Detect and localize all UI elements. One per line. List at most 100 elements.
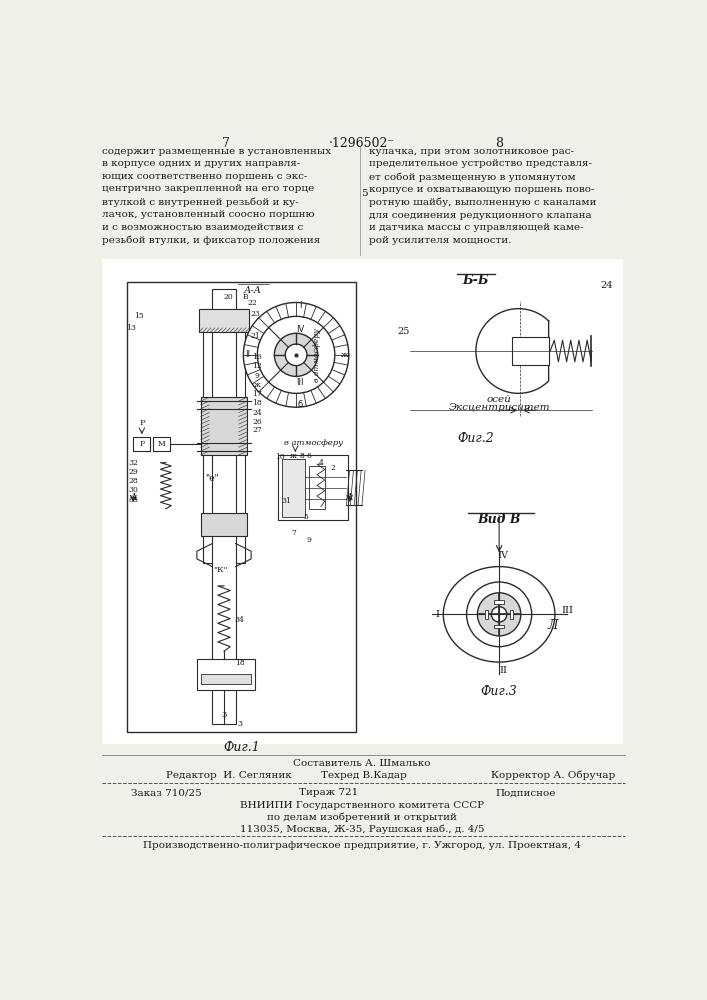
Text: в атмосферу: в атмосферу [284,439,343,447]
Text: 21: 21 [250,332,260,340]
Bar [203,309,245,563]
Text: 7: 7 [291,529,296,537]
Text: Редактор  И. Сегляник: Редактор И. Сегляник [166,771,291,780]
Bar [201,397,247,455]
Text: 2: 2 [330,464,335,472]
Text: б: б [298,400,303,409]
Text: ж: ж [254,381,261,389]
Text: III: III [296,378,304,387]
Text: 18: 18 [252,399,262,407]
Text: M: M [158,440,165,448]
Bar [513,337,549,365]
Text: содержит размещенные в установленных
в корпусе одних и других направля-
ющих соо: содержит размещенные в установленных в к… [103,147,332,245]
Text: 8: 8 [299,452,304,460]
Text: IV: IV [296,325,304,334]
Text: 33: 33 [129,496,139,504]
Text: 16: 16 [252,353,262,361]
Text: Тираж 721: Тираж 721 [299,788,358,797]
Text: 7: 7 [221,137,230,150]
Text: II: II [245,350,250,359]
Text: 13: 13 [126,324,136,332]
Text: 4: 4 [318,459,323,467]
Text: Корректор А. Обручар: Корректор А. Обручар [491,771,616,780]
Circle shape [274,333,317,376]
Bar [485,610,489,619]
Text: 6: 6 [307,452,312,460]
Text: 5: 5 [361,189,368,198]
Text: А-А: А-А [244,286,262,295]
Text: A: A [346,493,354,502]
Text: 15: 15 [134,312,144,320]
Bar [134,437,151,451]
Text: "е": "е" [206,474,219,483]
Bar [279,455,348,520]
Text: Л: Л [547,619,558,632]
Text: по делам изобретений и открытий: по делам изобретений и открытий [267,813,457,822]
Text: Фиг.2: Фиг.2 [457,432,494,445]
Text: P: P [139,419,145,427]
Bar [201,513,247,536]
Text: ж: ж [341,351,349,359]
Bar [282,459,305,517]
Text: 26: 26 [252,418,262,426]
Text: 10: 10 [275,453,285,461]
Bar [309,466,325,509]
Text: 24: 24 [252,409,262,417]
Text: IV: IV [498,551,508,560]
Text: Подписное: Подписное [495,788,556,797]
Text: 8: 8 [495,137,503,150]
Text: кулачка, при этом золотниковое рас-
пределительное устройство представля-
ет соб: кулачка, при этом золотниковое рас- пред… [369,147,596,245]
Bar [494,625,504,628]
Bar [153,437,170,451]
Text: Составитель А. Шмалько: Составитель А. Шмалько [293,759,431,768]
Bar [212,289,235,724]
Text: A: A [129,493,137,502]
Text: Фиг.3: Фиг.3 [481,685,518,698]
Text: ·1296502⁻: ·1296502⁻ [329,137,395,150]
Circle shape [285,344,307,366]
Text: 3: 3 [237,720,242,728]
Bar [127,282,356,732]
Text: Фиг.1: Фиг.1 [223,741,259,754]
Text: 28: 28 [129,477,138,485]
Bar [103,259,623,744]
Bar [510,610,513,619]
Text: 20: 20 [224,293,233,301]
Text: P: P [139,440,144,448]
Text: 29: 29 [129,468,138,476]
Text: 5: 5 [303,513,308,521]
Text: 24: 24 [600,281,612,290]
Circle shape [467,582,532,647]
Text: 23: 23 [250,310,260,318]
Text: 27: 27 [252,426,262,434]
Text: Б-Б: Б-Б [462,274,489,287]
Text: III: III [561,606,573,615]
Text: ж: ж [291,452,297,460]
Text: 113035, Москва, Ж-35, Раушская наб., д. 4/5: 113035, Москва, Ж-35, Раушская наб., д. … [240,825,484,834]
Text: I: I [298,301,301,310]
Polygon shape [476,309,549,393]
Text: 3: 3 [221,711,227,719]
Text: в атмосферу: в атмосферу [313,328,321,382]
Text: 34: 34 [235,616,245,624]
Circle shape [243,302,349,407]
Text: 22: 22 [247,299,257,307]
Text: Техред В.Кадар: Техред В.Кадар [321,771,407,780]
Text: осей: осей [486,395,511,404]
Text: 32: 32 [129,459,139,467]
Text: 30: 30 [129,486,139,494]
Text: I: I [436,610,440,619]
Text: 18: 18 [235,659,245,667]
Text: 9: 9 [255,372,259,380]
Circle shape [257,316,335,393]
Text: 25: 25 [397,327,410,336]
Text: II: II [499,666,507,675]
Ellipse shape [443,567,555,662]
Text: "К": "К" [213,566,228,574]
Text: Эксцентриситет: Эксцентриситет [448,403,550,412]
Text: 31: 31 [281,497,291,505]
Text: Вид В: Вид В [477,513,521,526]
Text: 9: 9 [307,536,312,544]
Text: 17: 17 [252,390,262,398]
Circle shape [491,607,507,622]
